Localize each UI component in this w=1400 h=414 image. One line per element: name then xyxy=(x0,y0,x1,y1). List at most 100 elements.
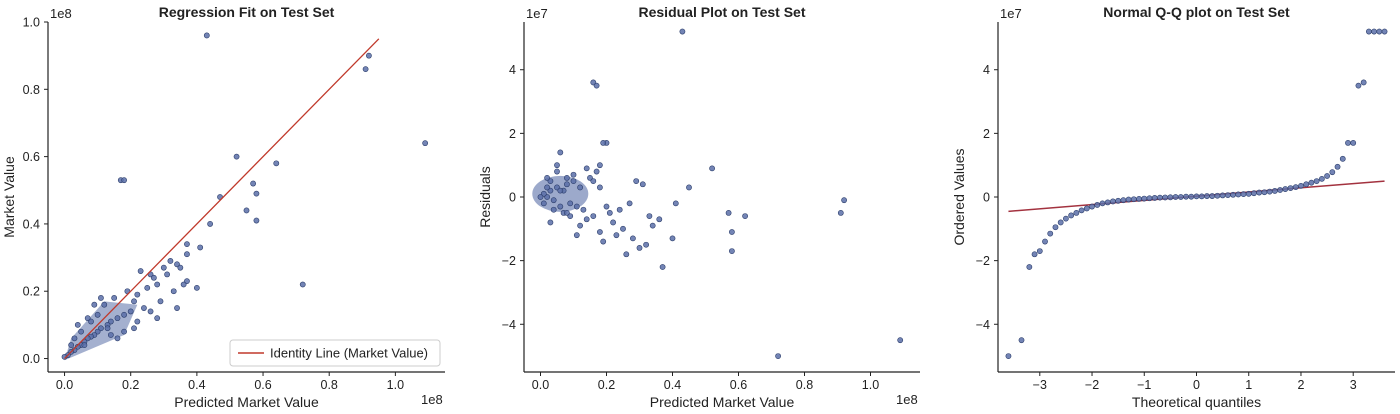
data-point xyxy=(567,200,574,207)
data-point xyxy=(1130,196,1137,203)
chart-title: Normal Q-Q plot on Test Set xyxy=(1103,4,1290,20)
data-point xyxy=(1141,195,1148,202)
data-point xyxy=(1313,178,1320,184)
data-point xyxy=(164,271,170,278)
data-point xyxy=(180,281,187,288)
y-tick-label: 0.0 xyxy=(23,352,40,366)
data-point xyxy=(1057,219,1064,226)
data-point xyxy=(577,184,583,191)
x-tick-label: 0.4 xyxy=(664,378,681,392)
data-point xyxy=(603,203,610,210)
data-point xyxy=(1271,188,1278,194)
data-point xyxy=(250,180,257,187)
data-point xyxy=(111,295,118,301)
data-point xyxy=(613,232,620,239)
qq-plot-panel: Normal Q-Q plot on Test Set −3 −2 −1 0 1 2 3 −4 −… xyxy=(951,4,1395,410)
data-point xyxy=(1371,28,1378,35)
data-point xyxy=(590,213,597,219)
data-point xyxy=(1204,193,1210,199)
data-point xyxy=(672,200,679,207)
data-point xyxy=(1308,179,1315,186)
data-point xyxy=(679,28,686,35)
data-point xyxy=(174,305,180,311)
data-point xyxy=(554,168,560,175)
data-point xyxy=(1172,194,1179,200)
data-point xyxy=(1251,190,1257,197)
data-point xyxy=(1167,194,1174,201)
data-point xyxy=(197,244,204,251)
data-point xyxy=(1277,187,1283,193)
data-point xyxy=(709,165,715,172)
data-point xyxy=(1360,79,1367,86)
y-tick-label: 0.6 xyxy=(23,150,40,164)
data-point xyxy=(577,222,583,229)
data-point xyxy=(177,264,184,271)
data-point xyxy=(729,229,735,235)
y-offset-label: 1e7 xyxy=(1000,6,1022,21)
data-point xyxy=(606,210,613,216)
data-point xyxy=(1073,210,1080,216)
x-offset-label: 1e8 xyxy=(896,392,918,407)
data-point xyxy=(1052,224,1059,231)
data-point xyxy=(121,328,127,335)
y-tick-label: −4 xyxy=(976,318,990,332)
data-point xyxy=(841,197,847,204)
data-point xyxy=(1188,193,1195,200)
data-point xyxy=(593,82,600,89)
data-point xyxy=(580,206,587,213)
data-point xyxy=(646,213,653,219)
data-point xyxy=(1157,194,1163,201)
data-point xyxy=(68,342,75,348)
data-point xyxy=(1183,193,1189,200)
data-point xyxy=(616,206,623,213)
x-tick-label: 0 xyxy=(1193,378,1200,392)
data-point xyxy=(366,52,372,59)
data-point xyxy=(422,140,429,147)
data-point xyxy=(1329,169,1336,176)
data-point xyxy=(897,337,904,344)
data-point xyxy=(597,162,603,169)
data-point xyxy=(656,216,663,223)
data-point xyxy=(1256,189,1263,196)
x-tick-label: 0.8 xyxy=(796,378,813,392)
y-offset-label: 1e8 xyxy=(50,6,72,21)
data-point xyxy=(1287,185,1294,191)
data-point xyxy=(1099,200,1106,207)
data-point xyxy=(633,178,640,184)
data-point xyxy=(98,295,104,301)
data-point xyxy=(1162,194,1169,201)
y-tick-label: 4 xyxy=(983,63,990,77)
data-point xyxy=(1146,195,1153,202)
legend: Identity Line (Market Value) xyxy=(229,339,441,367)
data-point xyxy=(154,315,161,322)
data-point xyxy=(742,213,748,219)
data-point xyxy=(61,353,68,360)
data-point xyxy=(1125,196,1132,203)
data-point xyxy=(643,241,649,248)
data-point xyxy=(1355,82,1362,89)
y-offset-label: 1e7 xyxy=(526,6,548,21)
data-point xyxy=(775,353,781,359)
y-tick-label: 0.8 xyxy=(23,83,40,97)
data-point xyxy=(114,315,121,322)
y-tick-label: 4 xyxy=(509,63,516,77)
y-tick-label: 0 xyxy=(509,191,516,205)
data-point xyxy=(273,160,280,167)
x-tick-label: −1 xyxy=(1137,378,1151,392)
data-point xyxy=(114,335,121,342)
data-point xyxy=(101,301,108,308)
data-point xyxy=(243,207,250,214)
data-point xyxy=(1230,191,1236,198)
data-point xyxy=(1177,194,1184,200)
data-point xyxy=(837,210,844,216)
data-point xyxy=(1198,193,1205,200)
data-point xyxy=(649,222,656,229)
data-point xyxy=(626,200,633,207)
data-point xyxy=(84,315,91,322)
data-point xyxy=(1224,192,1231,198)
data-point xyxy=(544,175,550,181)
data-point xyxy=(1214,192,1221,199)
data-point xyxy=(184,251,190,258)
data-point xyxy=(537,194,544,200)
y-tick-label: −2 xyxy=(976,254,990,268)
